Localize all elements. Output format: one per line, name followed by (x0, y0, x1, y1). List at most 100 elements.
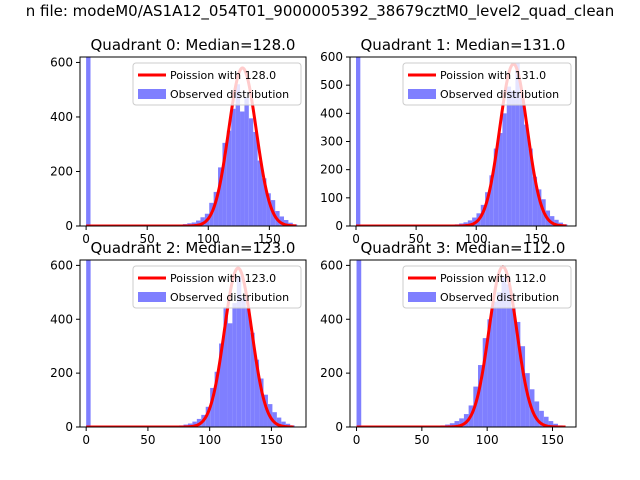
hist-bar (492, 301, 497, 427)
figure-suptitle-area: n file: modeM0/AS1A12_054T01_9000005392_… (0, 0, 640, 22)
hist-bar (553, 423, 558, 427)
hist-bar (478, 365, 483, 427)
legend-hist-swatch (408, 89, 436, 99)
hist-bar (510, 308, 516, 427)
hist-bar (534, 401, 540, 427)
y-tick-label: 300 (320, 135, 343, 149)
plot-area (355, 260, 567, 427)
x-tick-label: 0 (352, 232, 360, 246)
hist-bar (245, 308, 251, 427)
hist-bar (226, 130, 232, 226)
hist-bar (276, 417, 282, 427)
axes-frame (349, 259, 577, 428)
legend-hist-swatch (138, 89, 166, 99)
axes-frame (79, 56, 307, 227)
hist-bar (528, 148, 533, 226)
y-tick-label: 200 (50, 164, 73, 178)
x-tick-label: 0 (82, 232, 90, 246)
hist-bar-zero (86, 57, 91, 226)
hist-bar (532, 176, 538, 226)
y-tick-label: 200 (320, 163, 343, 177)
hist-bar (263, 394, 268, 427)
subplot-title: Quadrant 1: Median=131.0 (361, 36, 566, 54)
hist-bar (459, 418, 464, 427)
suptitle-svg: n file: modeM0/AS1A12_054T01_9000005392_… (26, 2, 615, 21)
legend: Poission with 131.0 Observed distribution (402, 62, 572, 106)
hist-bar (467, 220, 473, 226)
hist-bar (272, 412, 277, 427)
y-tick-label: 400 (320, 106, 343, 120)
hist-bar (236, 276, 242, 427)
subplot-3: 0 50 100 150 0 200 400 600 Quadrant 3: Median=11… (320, 239, 577, 447)
hist-bar (502, 113, 507, 226)
y-tick-label: 500 (320, 78, 343, 92)
hist-bar (515, 62, 520, 226)
legend-fit-label: Poission with 123.0 (170, 272, 276, 285)
hist-bar (244, 97, 249, 226)
axes-frame (79, 259, 307, 428)
hist-bar (214, 371, 220, 427)
y-tick-label: 600 (320, 258, 343, 272)
hist-bar (550, 216, 555, 226)
hist-bar (266, 193, 271, 226)
legend-box (132, 62, 302, 106)
legend: Poission with 112.0 Observed distribution (402, 265, 572, 309)
y-tick-label: 200 (320, 366, 343, 380)
hist-bar (222, 142, 227, 226)
hist-bar (218, 167, 223, 226)
legend-hist-label: Observed distribution (440, 291, 559, 304)
x-tick-label: 150 (258, 232, 281, 246)
hist-bar (248, 118, 254, 226)
hist-bar (284, 220, 289, 226)
hist-bar (250, 332, 255, 427)
x-tick-label: 50 (140, 433, 155, 447)
legend-hist-label: Observed distribution (170, 291, 289, 304)
hist-bar (262, 178, 267, 226)
legend-box (132, 265, 302, 309)
legend-fit-label: Poission with 131.0 (440, 69, 546, 82)
hist-bar (279, 216, 285, 226)
y-tick-label: 0 (335, 420, 343, 434)
hist-bar (506, 86, 512, 226)
x-tick-label: 150 (525, 232, 548, 246)
legend-hist-label: Observed distribution (440, 88, 559, 101)
y-tick-label: 400 (320, 312, 343, 326)
x-tick-label: 0 (353, 433, 361, 447)
y-tick-label: 200 (50, 366, 73, 380)
legend: Poission with 123.0 Observed distribution (132, 265, 302, 309)
y-tick-label: 600 (320, 50, 343, 64)
hist-bar-zero (356, 57, 361, 226)
legend-hist-label: Observed distribution (170, 88, 289, 101)
hist-bar (506, 284, 511, 427)
hist-bar (200, 217, 205, 226)
hist-bar (235, 84, 241, 226)
hist-bar (498, 133, 503, 226)
x-tick-label: 100 (197, 232, 220, 246)
x-tick-label: 150 (260, 433, 283, 447)
hist-bar (257, 160, 263, 226)
hist-bar (539, 410, 544, 427)
hist-bar (231, 108, 236, 226)
hist-bar (259, 378, 264, 427)
hist-bar (537, 189, 542, 226)
hist-bar (489, 175, 494, 226)
hist-bar (554, 219, 559, 226)
x-tick-label: 50 (140, 232, 155, 246)
legend-fit-label: Poission with 112.0 (440, 272, 546, 285)
hist-bar (543, 416, 549, 427)
hist-bar (524, 124, 529, 226)
hist-bar (219, 343, 224, 427)
hist-bar (485, 192, 490, 226)
hist-bar (196, 220, 201, 226)
hist-bar (241, 297, 246, 427)
hist-bar (493, 148, 499, 226)
hist-bar (281, 421, 286, 427)
legend-box (402, 62, 572, 106)
legend-fit-label: Poission with 128.0 (170, 69, 276, 82)
x-tick-label: 100 (465, 232, 488, 246)
subplot-1: 0 50 100 150 0 100 200 300 400 500 600 Quadrant 1: … (320, 36, 577, 246)
hist-bar (496, 292, 502, 427)
hist-bar (210, 387, 215, 427)
x-tick-label: 50 (408, 232, 423, 246)
